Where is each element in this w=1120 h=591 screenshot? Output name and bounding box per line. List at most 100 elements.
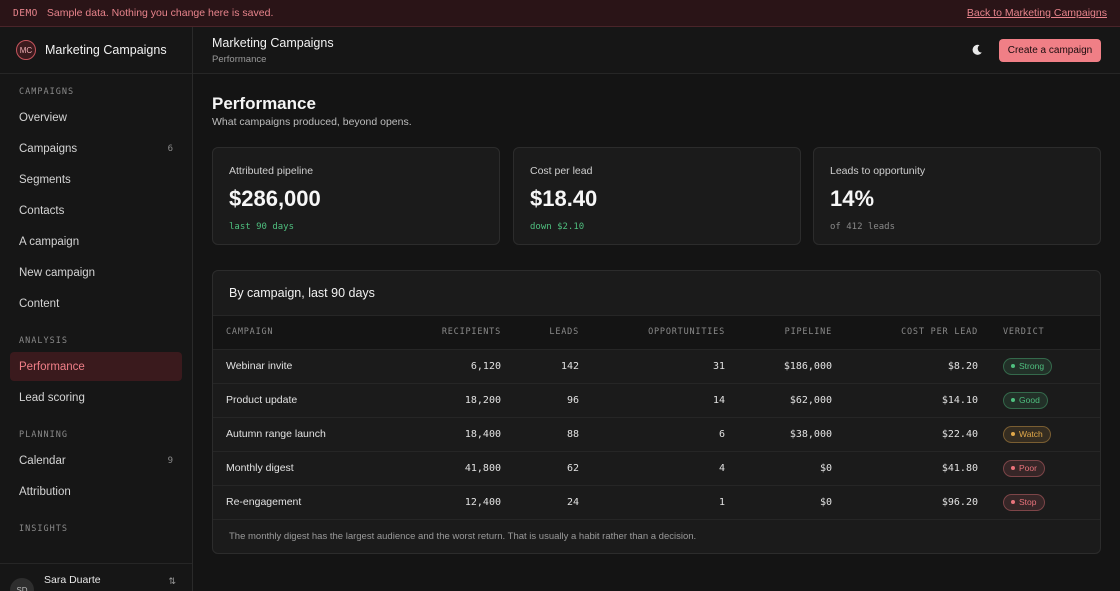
app-name: Marketing Campaigns bbox=[45, 43, 167, 57]
cell-recipients: 6,120 bbox=[383, 349, 501, 384]
sidebar-item-contacts[interactable]: Contacts bbox=[10, 196, 182, 225]
table-body: Webinar invite 6,120 142 31 $186,000 $8.20 Str… bbox=[213, 349, 1100, 520]
cell-pipeline: $0 bbox=[725, 485, 832, 520]
verdict-badge: Poor bbox=[1003, 459, 1045, 477]
cell-campaign: Monthly digest bbox=[213, 451, 383, 486]
verdict-badge: Stop bbox=[1003, 493, 1045, 511]
status-dot-icon bbox=[1011, 466, 1015, 470]
cell-leads: 88 bbox=[501, 417, 579, 452]
cell-verdict: Stop bbox=[978, 485, 1100, 520]
status-dot-icon bbox=[1011, 398, 1015, 402]
cell-campaign: Re-engagement bbox=[213, 485, 383, 520]
col-pipeline[interactable]: PIPELINE bbox=[725, 316, 832, 350]
header-title: Marketing Campaigns bbox=[212, 35, 334, 50]
sidebar-item-label: Calendar bbox=[19, 454, 66, 467]
status-dot-icon bbox=[1011, 432, 1015, 436]
sidebar-item-campaigns[interactable]: Campaigns 6 bbox=[10, 134, 182, 163]
nav: CAMPAIGNS Overview Campaigns 6 Segments C… bbox=[0, 74, 192, 536]
sidebar-item-segments[interactable]: Segments bbox=[10, 165, 182, 194]
col-opportunities[interactable]: OPPORTUNITIES bbox=[579, 316, 725, 350]
verdict-label: Stop bbox=[1019, 497, 1037, 507]
sidebar-item-label: A campaign bbox=[19, 235, 80, 248]
cell-campaign: Product update bbox=[213, 383, 383, 418]
sidebar-item-calendar[interactable]: Calendar 9 bbox=[10, 446, 182, 475]
switch-user-icon[interactable]: ⇅ bbox=[168, 576, 176, 586]
table-header-row: CAMPAIGN RECIPIENTS LEADS OPPORTUNITIES … bbox=[213, 316, 1100, 350]
col-campaign[interactable]: CAMPAIGN bbox=[213, 316, 383, 350]
verdict-label: Good bbox=[1019, 395, 1040, 405]
verdict-label: Watch bbox=[1019, 429, 1043, 439]
table-row[interactable]: Re-engagement 12,400 24 1 $0 $96.20 Stop bbox=[213, 485, 1100, 520]
cell-verdict: Strong bbox=[978, 349, 1100, 384]
brand[interactable]: MC Marketing Campaigns bbox=[0, 27, 192, 74]
col-cost-per-lead[interactable]: COST PER LEAD bbox=[832, 316, 978, 350]
cell-pipeline: $0 bbox=[725, 451, 832, 486]
cell-leads: 62 bbox=[501, 451, 579, 486]
table-row[interactable]: Autumn range launch 18,400 88 6 $38,000 $22.4… bbox=[213, 417, 1100, 452]
demo-banner: DEMO Sample data. Nothing you change her… bbox=[0, 0, 1120, 27]
metric-value: 14% bbox=[830, 186, 875, 211]
metric-card-cost-per-lead: Cost per lead $18.40 down $2.10 bbox=[513, 147, 801, 245]
campaigns-count: 6 bbox=[167, 143, 173, 154]
demo-tag: DEMO bbox=[13, 7, 38, 19]
cell-campaign: Webinar invite bbox=[213, 349, 383, 384]
cell-recipients: 18,400 bbox=[383, 417, 501, 452]
demo-message: Sample data. Nothing you change here is … bbox=[46, 7, 274, 19]
cell-pipeline: $62,000 bbox=[725, 383, 832, 418]
cell-leads: 24 bbox=[501, 485, 579, 520]
table-title: By campaign, last 90 days bbox=[213, 271, 1100, 316]
cell-campaign: Autumn range launch bbox=[213, 417, 383, 452]
sidebar-item-content[interactable]: Content bbox=[10, 289, 182, 318]
sidebar-item-lead-scoring[interactable]: Lead scoring bbox=[10, 383, 182, 412]
user-name: Sara Duarte bbox=[44, 574, 101, 586]
avatar: SD bbox=[10, 578, 34, 591]
verdict-badge: Watch bbox=[1003, 425, 1051, 443]
metric-note: down $2.10 bbox=[530, 222, 585, 232]
cell-recipients: 12,400 bbox=[383, 485, 501, 520]
back-link[interactable]: Back to Marketing Campaigns bbox=[966, 7, 1107, 19]
top-header: Marketing Campaigns Performance Create a… bbox=[193, 27, 1120, 74]
page-title: Performance bbox=[212, 94, 316, 113]
table-footnote: The monthly digest has the largest audie… bbox=[229, 531, 697, 542]
sidebar-item-label: Content bbox=[19, 297, 60, 310]
sidebar-item-attribution[interactable]: Attribution bbox=[10, 477, 182, 506]
verdict-badge: Strong bbox=[1003, 357, 1053, 375]
status-dot-icon bbox=[1011, 500, 1015, 504]
table-row[interactable]: Product update 18,200 96 14 $62,000 $14.10 Goo… bbox=[213, 383, 1100, 418]
table-row[interactable]: Monthly digest 41,800 62 4 $0 $41.80 Poor bbox=[213, 451, 1100, 486]
sidebar-item-label: New campaign bbox=[19, 266, 96, 279]
table-row[interactable]: Webinar invite 6,120 142 31 $186,000 $8.20 Str… bbox=[213, 349, 1100, 384]
cell-opportunities: 14 bbox=[579, 383, 725, 418]
user-menu[interactable]: SD Sara Duarte ⇅ bbox=[0, 563, 192, 591]
metric-card-leads-to-opportunity: Leads to opportunity 14% of 412 leads bbox=[813, 147, 1101, 245]
metric-label: Attributed pipeline bbox=[229, 165, 314, 177]
create-campaign-button[interactable]: Create a campaign bbox=[999, 39, 1101, 62]
sidebar-item-a-campaign[interactable]: A campaign bbox=[10, 227, 182, 256]
cell-opportunities: 4 bbox=[579, 451, 725, 486]
metric-label: Leads to opportunity bbox=[830, 165, 926, 177]
cell-cost-per-lead: $14.10 bbox=[832, 383, 978, 418]
col-recipients[interactable]: RECIPIENTS bbox=[383, 316, 501, 350]
sidebar-item-label: Lead scoring bbox=[19, 391, 85, 404]
col-leads[interactable]: LEADS bbox=[501, 316, 579, 350]
campaign-table: CAMPAIGN RECIPIENTS LEADS OPPORTUNITIES … bbox=[213, 316, 1100, 520]
cell-cost-per-lead: $96.20 bbox=[832, 485, 978, 520]
cell-cost-per-lead: $41.80 bbox=[832, 451, 978, 486]
sidebar-item-label: Attribution bbox=[19, 485, 71, 498]
metric-value: $18.40 bbox=[530, 186, 598, 211]
cell-verdict: Poor bbox=[978, 451, 1100, 486]
moon-icon[interactable] bbox=[970, 43, 984, 57]
cell-opportunities: 6 bbox=[579, 417, 725, 452]
sidebar-item-new-campaign[interactable]: New campaign bbox=[10, 258, 182, 287]
col-verdict[interactable]: VERDICT bbox=[978, 316, 1100, 350]
verdict-label: Poor bbox=[1019, 463, 1037, 473]
calendar-count: 9 bbox=[167, 455, 173, 466]
sidebar-item-overview[interactable]: Overview bbox=[10, 103, 182, 132]
verdict-label: Strong bbox=[1019, 361, 1045, 371]
cell-cost-per-lead: $8.20 bbox=[832, 349, 978, 384]
sidebar-item-performance[interactable]: Performance bbox=[10, 352, 182, 381]
cell-leads: 96 bbox=[501, 383, 579, 418]
sidebar-item-label: Campaigns bbox=[19, 142, 78, 155]
metric-value: $286,000 bbox=[229, 186, 321, 211]
app-logo: MC bbox=[16, 40, 36, 60]
